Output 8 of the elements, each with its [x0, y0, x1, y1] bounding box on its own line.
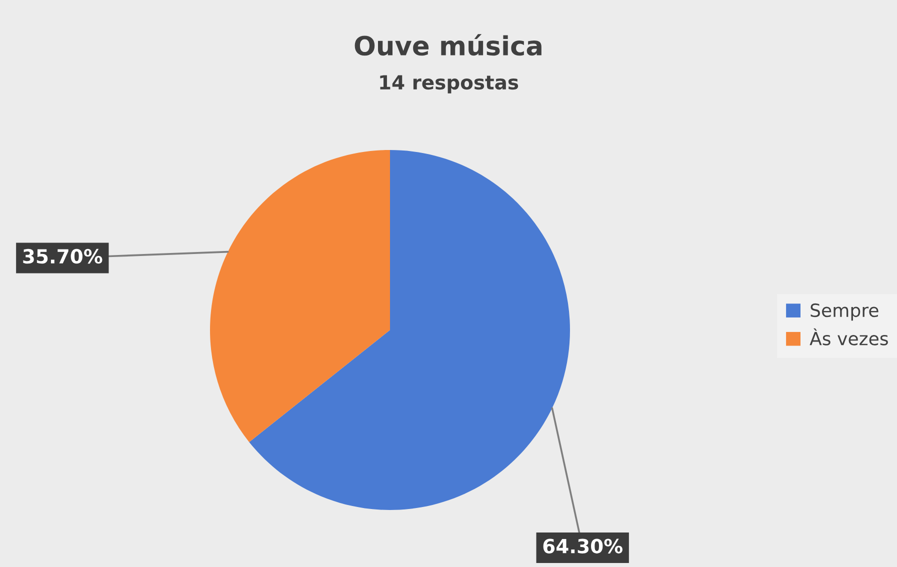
data-label: 64.30%: [543, 538, 622, 554]
chart-title: Ouve música: [354, 34, 542, 56]
pie-slice: [249, 150, 570, 510]
legend-label: Às vezes: [810, 328, 888, 346]
legend-label: Sempre: [810, 303, 878, 321]
pie-slice: [210, 150, 390, 442]
data-label: 35.70%: [23, 248, 102, 264]
chart-subtitle: 14 respostas: [380, 75, 518, 94]
